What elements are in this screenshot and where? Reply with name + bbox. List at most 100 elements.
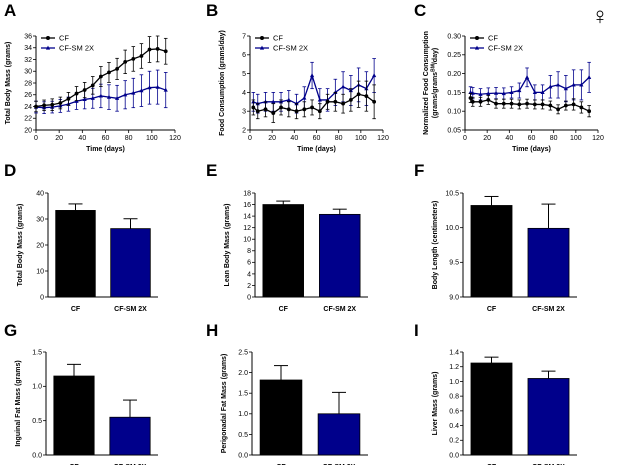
- y-tick-label: 36: [24, 33, 32, 40]
- y-tick-label: 0.2: [449, 438, 459, 445]
- y-tick-label: 22: [24, 116, 32, 123]
- series-cf-sm-2x: [468, 61, 592, 103]
- series-line: [253, 73, 375, 105]
- data-point: [579, 82, 584, 87]
- y-tick-label: 1.4: [449, 349, 459, 356]
- series-line: [252, 93, 375, 114]
- y-tick-label: 1.0: [449, 379, 459, 386]
- panel-label-b: B: [206, 1, 218, 20]
- y-tick-label: 4: [247, 271, 251, 278]
- y-axis-label: Total Body Mass (grams): [5, 42, 12, 125]
- x-tick-label: 20: [268, 135, 276, 142]
- x-category-label: CF: [487, 306, 497, 313]
- y-tick-label: 8: [247, 248, 251, 255]
- series-cf: [34, 35, 168, 113]
- y-tick-label: 2: [242, 127, 246, 134]
- y-tick-label: 1.5: [238, 391, 248, 398]
- y-tick-label: 0.10: [447, 109, 461, 116]
- data-point: [131, 90, 136, 95]
- x-tick-label: 40: [78, 135, 86, 142]
- bar: [53, 375, 95, 456]
- y-tick-label: 2: [247, 283, 251, 290]
- y-tick-label: 0.8: [449, 394, 459, 401]
- y-tick-label: 18: [243, 190, 251, 197]
- y-tick-label: 30: [36, 216, 44, 223]
- y-tick-label: 0.25: [447, 52, 461, 59]
- bar: [262, 204, 304, 298]
- y-tick-label: 0.20: [447, 71, 461, 78]
- data-point: [517, 88, 522, 93]
- y-tick-label: 10: [243, 237, 251, 244]
- y-tick-label: 5: [242, 71, 246, 78]
- data-point: [468, 96, 473, 100]
- data-point: [310, 105, 314, 110]
- y-axis-label: Perigonadal Fat Mass (grams): [221, 354, 228, 454]
- legend-entry: CF: [255, 34, 283, 43]
- y-tick-label: 1.0: [32, 384, 42, 391]
- bar: [470, 362, 513, 456]
- series-cf: [251, 80, 377, 123]
- data-point: [114, 95, 120, 100]
- x-tick-label: 0: [34, 135, 38, 142]
- series-cf-sm-2x: [251, 58, 377, 114]
- data-point: [251, 105, 256, 110]
- data-point: [123, 92, 128, 97]
- data-point: [309, 73, 315, 78]
- data-point: [579, 105, 584, 110]
- panel-label-f: F: [414, 161, 424, 180]
- data-point: [82, 97, 87, 102]
- data-point: [302, 107, 307, 112]
- legend-marker: [260, 36, 264, 40]
- y-tick-label: 3: [242, 109, 246, 116]
- data-point: [317, 109, 322, 114]
- legend-entry: CF-SM 2X: [255, 44, 308, 53]
- data-point: [571, 82, 576, 87]
- data-point: [509, 90, 514, 94]
- bar: [109, 416, 151, 456]
- data-point: [532, 102, 537, 107]
- data-point: [478, 91, 483, 96]
- data-point: [556, 82, 561, 87]
- y-tick-label: 24: [24, 104, 32, 111]
- bar: [319, 213, 361, 298]
- panel-label-i: I: [414, 321, 419, 340]
- panel-label-d: D: [4, 161, 16, 180]
- data-point: [106, 94, 112, 99]
- x-tick-label: 20: [55, 135, 63, 142]
- data-point: [90, 95, 95, 100]
- legend-marker: [475, 36, 479, 40]
- legend-entry: CF-SM 2X: [41, 44, 94, 53]
- data-point: [286, 97, 291, 102]
- data-point: [356, 92, 361, 97]
- y-tick-label: 14: [243, 214, 251, 221]
- x-tick-label: 60: [102, 135, 110, 142]
- data-point: [509, 101, 514, 106]
- y-tick-label: 10: [36, 268, 44, 275]
- y-axis-label: Inguinal Fat Mass (grams): [15, 360, 22, 446]
- data-point: [333, 99, 338, 104]
- y-tick-label: 2.0: [238, 370, 248, 377]
- y-tick-label: 0.15: [447, 90, 461, 97]
- data-point: [98, 74, 103, 79]
- bar: [527, 378, 570, 456]
- data-point: [107, 70, 111, 75]
- data-point: [58, 101, 63, 105]
- y-tick-label: 9.5: [449, 260, 459, 267]
- x-tick-label: 120: [592, 135, 604, 142]
- legend-label: CF-SM 2X: [273, 44, 308, 53]
- x-axis-label: Time (days): [512, 146, 551, 153]
- x-axis-label: Time (days): [86, 146, 125, 153]
- data-point: [155, 84, 160, 89]
- x-axis-label: Time (days): [297, 146, 336, 153]
- data-point: [325, 99, 330, 104]
- data-point: [286, 107, 291, 112]
- bar: [527, 227, 570, 298]
- y-tick-label: 32: [24, 57, 32, 64]
- x-tick-label: 120: [377, 135, 389, 142]
- y-tick-label: 6: [242, 52, 246, 59]
- y-tick-label: 0.5: [32, 418, 42, 425]
- data-point: [587, 75, 592, 79]
- x-tick-label: 40: [290, 135, 298, 142]
- data-point: [90, 83, 95, 88]
